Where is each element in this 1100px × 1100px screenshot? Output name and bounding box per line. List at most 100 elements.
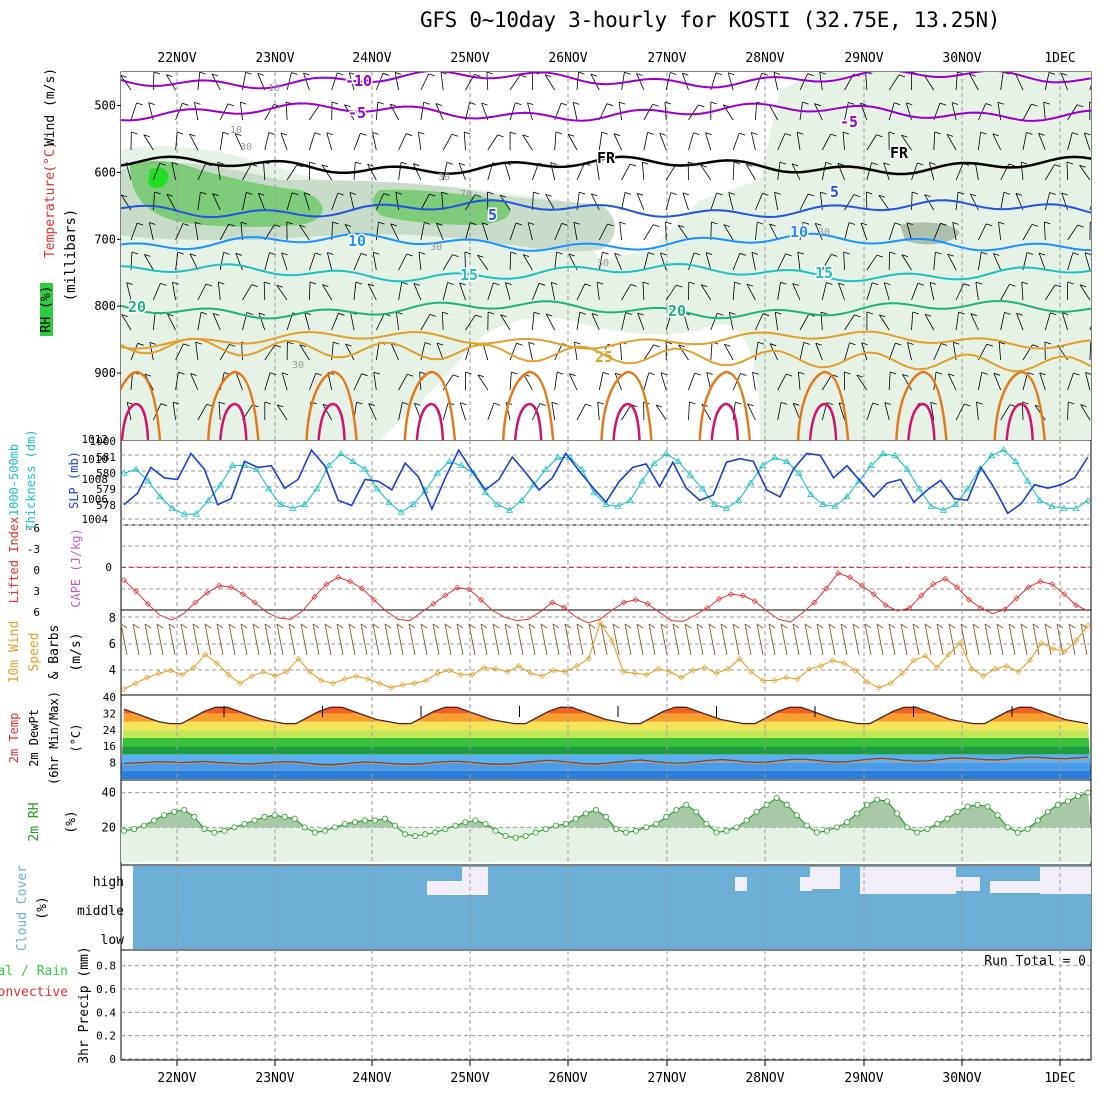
wind-barb-flag — [523, 254, 530, 257]
wind-barb-flag — [1049, 192, 1056, 195]
surface-wind-barb — [348, 623, 356, 656]
surface-wind-barb-flag — [552, 623, 560, 629]
wind-barb-flag — [1095, 193, 1100, 195]
x-tick-bottom: 28NOV — [745, 1071, 784, 1086]
wind-barb — [769, 343, 779, 361]
thickness-point — [517, 496, 526, 503]
wind-barb-flag — [264, 401, 271, 405]
wind-barb-flag — [149, 222, 156, 225]
wind-barb-flag — [527, 222, 535, 225]
wind-speed-point — [852, 667, 859, 674]
wind-barb — [976, 402, 979, 421]
lifted-index-point — [751, 598, 758, 605]
lifted-index-point — [549, 599, 556, 606]
cloud-cover-panel — [133, 866, 1091, 950]
wind-barb-flag — [901, 134, 908, 138]
isotherm-label: -5 — [840, 113, 858, 131]
wind-barb — [978, 372, 983, 391]
isotherm-label: 10 — [348, 232, 366, 250]
chart-title: GFS 0~10day 3-hourly for KOSTI (32.75E, … — [420, 8, 1001, 32]
surface-wind-barb — [552, 623, 560, 656]
wind-barb — [746, 283, 756, 301]
surface-wind-barb-flag — [636, 623, 644, 629]
wind-barb-flag — [1048, 72, 1056, 75]
temperature-tick: 24 — [103, 724, 117, 737]
wind-barb — [242, 164, 252, 181]
isotherm — [121, 232, 1091, 252]
thickness-point — [1072, 504, 1080, 511]
wind-barb — [750, 132, 756, 151]
surface-wind-barb — [648, 623, 656, 656]
x-tick-top: 22NOV — [157, 51, 196, 66]
rh-point — [502, 833, 509, 840]
ylabel-lifted-index: Lifted Index — [7, 517, 21, 604]
wind-speed-point — [968, 665, 975, 672]
wind-barb-flag — [440, 72, 448, 75]
wind-barb — [799, 73, 808, 91]
wind-barb-flag — [378, 221, 385, 225]
rh-point — [422, 831, 429, 838]
rh-point — [743, 817, 750, 824]
thickness-point — [192, 510, 201, 517]
surface-wind-barb — [276, 623, 284, 656]
wind-barb-flag — [1032, 344, 1039, 348]
wind-speed-point — [759, 677, 766, 684]
wind-speed-point — [434, 670, 441, 677]
wind-barb-flag — [258, 192, 265, 196]
wind-barb-flag — [866, 191, 873, 195]
wind-barb — [821, 254, 832, 271]
thickness-point — [301, 500, 309, 507]
wind-barb-flag — [333, 341, 340, 345]
wind-speed-point — [1038, 639, 1045, 646]
wind-barb-flag — [683, 312, 690, 316]
wind-barb — [264, 132, 270, 151]
wind-barb-flag — [848, 222, 856, 225]
wind-barb — [172, 402, 176, 421]
wind-barb-flag — [751, 251, 759, 255]
wind-barb — [212, 313, 221, 331]
wind-barb — [463, 132, 466, 151]
rh-point — [1044, 808, 1051, 815]
rh-contour-label: 30 — [240, 142, 252, 153]
wind-barb-flag — [1085, 372, 1091, 375]
wind-barb-flag — [860, 222, 868, 226]
wind-speed-point — [875, 684, 882, 691]
lifted-index-point — [858, 582, 865, 589]
wind-barb — [523, 374, 533, 391]
wind-barb — [189, 253, 199, 271]
lifted-index-point — [192, 599, 199, 606]
wind-barb — [621, 72, 625, 91]
thickness-point — [493, 500, 502, 507]
wind-barb-flag — [464, 251, 471, 255]
wind-barb — [326, 132, 333, 151]
wind-barb — [1067, 372, 1074, 391]
surface-wind-barb-flag — [840, 623, 848, 629]
wind-barb-flag — [309, 281, 317, 285]
rh-point — [301, 824, 308, 831]
isotherm-35 — [317, 402, 346, 440]
wind-barb — [353, 133, 361, 151]
wind-barb-flag — [729, 312, 736, 315]
wind-barb — [567, 134, 578, 151]
wind-barb-flag — [475, 314, 482, 318]
wind-barb — [219, 223, 230, 241]
wind-barb-flag — [1067, 281, 1074, 285]
rh-point — [854, 810, 861, 817]
wind-barb — [487, 134, 498, 151]
wind-barb-flag — [166, 193, 173, 197]
wind-barb-flag — [636, 73, 643, 76]
wind-barb — [367, 283, 377, 301]
rh-point — [562, 820, 569, 827]
rh-point — [974, 801, 981, 808]
wind-barb-flag — [993, 253, 1000, 256]
rh-point — [201, 826, 208, 833]
lifted-index-point — [906, 605, 913, 612]
thickness-point — [879, 449, 887, 457]
wind-barb-flag — [861, 342, 868, 346]
cloud-gap — [810, 867, 840, 889]
wind-speed-point — [690, 667, 697, 674]
wind-barb — [143, 134, 154, 151]
wind-speed-point — [829, 657, 836, 664]
rh-point — [492, 827, 499, 834]
surface-wind-barb-flag — [696, 623, 704, 629]
